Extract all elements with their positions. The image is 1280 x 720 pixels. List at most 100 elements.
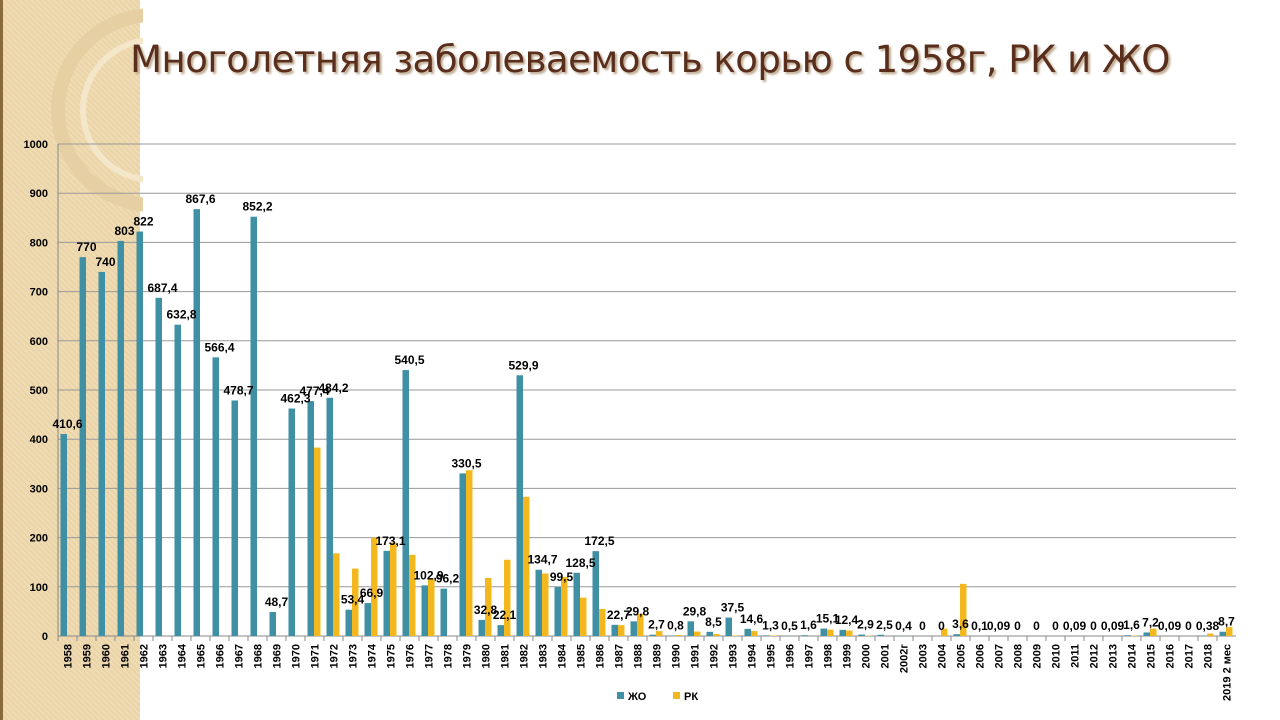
- x-tick-label: 1974: [367, 643, 379, 668]
- bar-rk: [542, 573, 549, 636]
- x-tick-label: 1978: [443, 644, 455, 668]
- x-tick-label: 1979: [462, 644, 474, 668]
- data-label-jo: 478,7: [223, 383, 253, 397]
- data-label-jo: 172,5: [584, 534, 614, 548]
- data-label-jo: 0,09: [1158, 619, 1182, 633]
- bar-jo: [630, 621, 637, 636]
- x-tick-label: 1985: [576, 644, 588, 668]
- bar-jo: [250, 216, 257, 637]
- bar-jo: [288, 408, 295, 636]
- data-label-jo: 0,38: [1196, 619, 1220, 633]
- bar-rk: [941, 628, 948, 636]
- data-label-jo: 0,09: [1101, 619, 1125, 633]
- bar-jo: [383, 550, 390, 636]
- bar-rk: [1226, 627, 1233, 636]
- bar-jo: [611, 624, 618, 636]
- bar-rk: [1207, 633, 1214, 636]
- data-label-jo: 0: [1033, 619, 1040, 633]
- bar-rk: [409, 554, 416, 636]
- bar-jo: [573, 572, 580, 636]
- data-label-jo: 1,6: [800, 618, 817, 632]
- bar-jo: [98, 271, 105, 636]
- y-tick-label: 100: [30, 582, 48, 594]
- bar-jo: [839, 629, 846, 636]
- data-label-jo: 632,8: [166, 308, 196, 322]
- x-tick-label: 1984: [557, 643, 569, 668]
- bar-jo: [763, 635, 770, 636]
- x-tick-label: 1982: [519, 644, 531, 668]
- data-label-jo: 12,4: [835, 613, 859, 627]
- x-tick-label: 2003: [918, 644, 930, 668]
- bar-jo: [155, 297, 162, 636]
- bar-jo: [1124, 635, 1131, 636]
- x-tick-label: 2006: [975, 644, 987, 668]
- bar-rk: [1150, 628, 1157, 636]
- x-tick-label: 1993: [728, 644, 740, 668]
- bar-jo: [402, 370, 409, 636]
- bar-jo: [345, 609, 352, 636]
- data-label-jo: 99,5: [550, 570, 574, 584]
- bar-rk: [314, 447, 321, 636]
- data-label-jo: 0: [1185, 619, 1192, 633]
- bar-rk: [485, 577, 492, 636]
- bar-rk: [466, 470, 473, 636]
- x-tick-label: 1964: [177, 643, 189, 668]
- x-tick-label: 1958: [63, 644, 75, 668]
- bar-jo: [801, 635, 808, 636]
- bar-jo: [1143, 632, 1150, 636]
- bar-rk: [580, 597, 587, 636]
- bar-rk: [827, 629, 834, 636]
- data-label-jo: 822: [133, 215, 153, 229]
- data-label-jo: 462,3: [280, 392, 310, 406]
- x-tick-label: 1992: [709, 644, 721, 668]
- x-tick-label: 2001: [880, 644, 892, 668]
- y-tick-label: 700: [30, 287, 48, 299]
- y-tick-label: 800: [30, 237, 48, 249]
- data-label-jo: 15,1: [816, 612, 840, 626]
- x-tick-label: 2011: [1070, 644, 1082, 668]
- data-label-jo: 0: [1052, 619, 1059, 633]
- data-label-jo: 22,7: [607, 608, 631, 622]
- x-tick-label: 2002г: [899, 644, 911, 673]
- bar-jo: [592, 551, 599, 636]
- x-tick-label: 2008: [1013, 644, 1025, 668]
- bar-jo: [136, 231, 143, 637]
- x-tick-label: 1967: [234, 644, 246, 668]
- data-label-jo: 867,6: [185, 192, 215, 206]
- bar-jo: [421, 585, 428, 636]
- data-label-jo: 14,6: [740, 612, 764, 626]
- data-label-jo: 484,2: [318, 381, 348, 395]
- x-tick-label: 1991: [690, 644, 702, 668]
- y-tick-label: 500: [30, 385, 48, 397]
- x-tick-label: 2014: [1127, 643, 1139, 668]
- bar-jo: [649, 634, 656, 636]
- x-tick-label: 2019 2 мес: [1222, 644, 1234, 701]
- bar-rk: [846, 630, 853, 636]
- bar-jo: [364, 603, 371, 636]
- data-label-jo: 8,7: [1218, 615, 1235, 629]
- data-label-jo: 803: [114, 224, 134, 238]
- data-label-jo: 330,5: [451, 456, 481, 470]
- decorative-side-panel: [0, 0, 143, 720]
- data-label-jo: 48,7: [265, 595, 289, 609]
- x-tick-label: 2000: [861, 644, 873, 668]
- x-tick-label: 1988: [633, 644, 645, 668]
- data-label-jo: 2,5: [876, 618, 893, 632]
- data-label-jo: 66,9: [360, 586, 384, 600]
- x-tick-label: 1977: [424, 644, 436, 668]
- data-label-jo: 29,8: [683, 604, 707, 618]
- data-label-jo: 22,1: [493, 608, 517, 622]
- bar-rk: [960, 583, 967, 636]
- bar-rk: [561, 576, 568, 636]
- bar-jo: [326, 397, 333, 636]
- data-label-jo: 2,9: [857, 618, 874, 632]
- data-label-jo: 53,4: [341, 593, 365, 607]
- bar-jo: [687, 621, 694, 636]
- x-tick-label: 1968: [253, 644, 265, 668]
- y-tick-label: 200: [30, 533, 48, 545]
- bar-rk: [523, 496, 530, 636]
- x-tick-label: 2013: [1108, 644, 1120, 668]
- data-label-jo: 32,8: [474, 603, 498, 617]
- bar-rk: [428, 578, 435, 636]
- bar-jo: [307, 401, 314, 636]
